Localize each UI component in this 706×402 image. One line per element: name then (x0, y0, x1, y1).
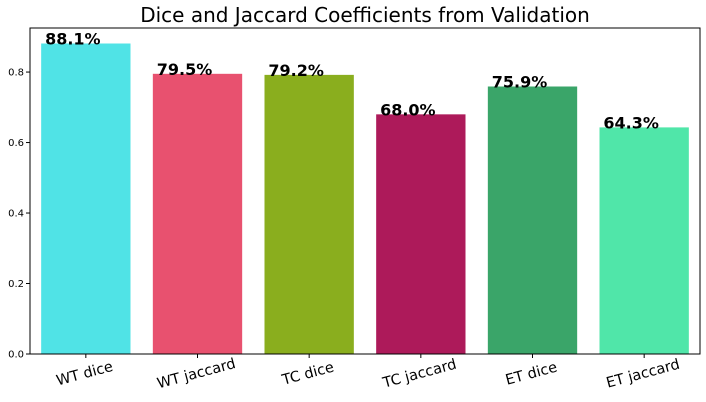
data-label-wt-dice: 88.1% (45, 30, 101, 49)
y-tick-label: 0.2 (8, 279, 24, 290)
data-labels-group: 88.1% 79.5% 79.2% 68.0% 75.9% 64.3% (45, 30, 659, 133)
bar-et-jaccard (599, 127, 689, 354)
x-tick-label: WT dice (55, 359, 115, 389)
bar-tc-jaccard (376, 114, 466, 354)
x-tick-label: ET dice (504, 360, 559, 389)
data-label-et-dice: 75.9% (492, 73, 548, 92)
bar-tc-dice (264, 74, 354, 355)
plot-frame (29, 27, 701, 355)
bar-wt-jaccard (152, 73, 243, 354)
data-label-tc-dice: 79.2% (268, 61, 324, 80)
data-label-et-jaccard: 64.3% (603, 113, 659, 132)
y-tick-label: 0.0 (8, 350, 24, 361)
x-tick-label: WT jaccard (156, 356, 238, 392)
bar-et-dice (487, 86, 578, 354)
y-tick-label: 0.4 (8, 209, 24, 220)
x-tick-label: TC jaccard (380, 357, 458, 392)
y-axis: 0.0 0.2 0.4 0.6 0.8 (8, 68, 30, 361)
chart-title: Dice and Jaccard Coefficients from Valid… (140, 3, 590, 27)
y-tick-label: 0.8 (8, 68, 24, 79)
data-label-tc-jaccard: 68.0% (380, 100, 436, 119)
data-label-wt-jaccard: 79.5% (157, 60, 213, 79)
x-tick-label: ET jaccard (605, 357, 682, 392)
bar-wt-dice (41, 43, 131, 355)
x-tick-label: TC dice (280, 360, 336, 389)
y-tick-label: 0.6 (8, 138, 24, 149)
bars-group (41, 43, 689, 355)
x-axis: WT dice WT jaccard TC dice TC jaccard ET dic… (55, 354, 682, 392)
